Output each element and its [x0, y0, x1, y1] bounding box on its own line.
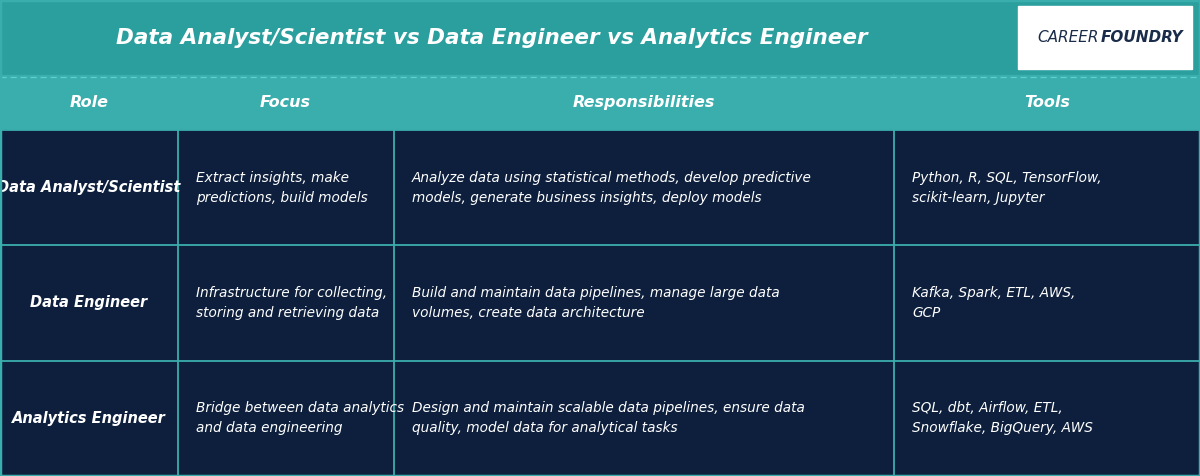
Bar [0, 361, 1200, 476]
Text: Data Analyst/Scientist vs Data Engineer vs Analytics Engineer: Data Analyst/Scientist vs Data Engineer … [116, 28, 868, 48]
Text: Python, R, SQL, TensorFlow,
scikit-learn, Jupyter: Python, R, SQL, TensorFlow, scikit-learn… [912, 170, 1102, 205]
Text: SQL, dbt, Airflow, ETL,
Snowflake, BigQuery, AWS: SQL, dbt, Airflow, ETL, Snowflake, BigQu… [912, 401, 1093, 436]
Text: CAREER: CAREER [1037, 30, 1099, 45]
Text: Analytics Engineer: Analytics Engineer [12, 411, 166, 426]
Bar [1018, 6, 1192, 69]
Text: Build and maintain data pipelines, manage large data
volumes, create data archit: Build and maintain data pipelines, manag… [412, 286, 779, 320]
Text: Data Engineer: Data Engineer [30, 296, 148, 310]
Bar [0, 0, 1200, 75]
Text: FOUNDRY: FOUNDRY [1102, 30, 1183, 45]
Text: Extract insights, make
predictions, build models: Extract insights, make predictions, buil… [196, 170, 367, 205]
Text: Infrastructure for collecting,
storing and retrieving data: Infrastructure for collecting, storing a… [196, 286, 386, 320]
Text: Responsibilities: Responsibilities [572, 95, 715, 110]
Bar [0, 75, 1200, 130]
Text: Bridge between data analytics
and data engineering: Bridge between data analytics and data e… [196, 401, 403, 436]
Text: Tools: Tools [1024, 95, 1070, 110]
Bar [0, 130, 1200, 245]
Text: Focus: Focus [260, 95, 311, 110]
Text: Analyze data using statistical methods, develop predictive
models, generate busi: Analyze data using statistical methods, … [412, 170, 811, 205]
Text: Kafka, Spark, ETL, AWS,
GCP: Kafka, Spark, ETL, AWS, GCP [912, 286, 1075, 320]
Bar [0, 245, 1200, 361]
Text: Role: Role [70, 95, 108, 110]
Text: Design and maintain scalable data pipelines, ensure data
quality, model data for: Design and maintain scalable data pipeli… [412, 401, 804, 436]
Text: Data Analyst/Scientist: Data Analyst/Scientist [0, 180, 180, 195]
